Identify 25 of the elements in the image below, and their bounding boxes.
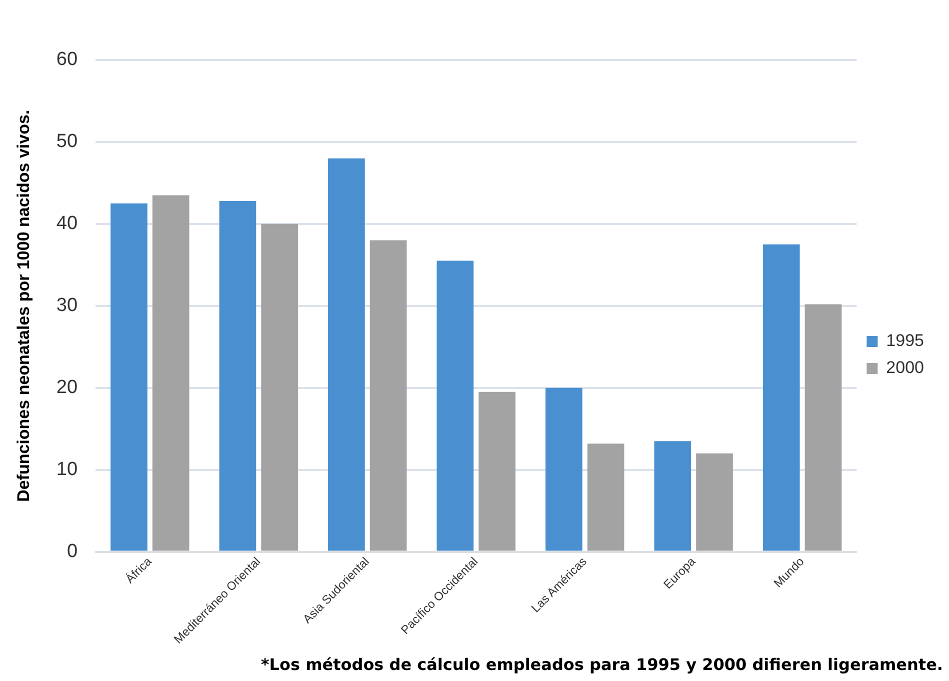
bar	[110, 203, 148, 551]
bar	[219, 200, 256, 551]
bar	[261, 224, 298, 551]
bar	[654, 441, 692, 551]
bar	[328, 158, 365, 551]
y-tick-label: 60	[56, 49, 78, 70]
y-tick-label: 20	[56, 377, 78, 398]
bar	[436, 260, 474, 551]
bar	[545, 388, 582, 551]
y-tick-label: 0	[66, 540, 78, 562]
y-tick-label: 10	[56, 459, 78, 480]
bar	[587, 444, 624, 551]
bar	[478, 392, 516, 551]
legend-label: 2000	[886, 358, 924, 378]
y-tick-label: 50	[56, 131, 78, 152]
y-tick-label: 30	[56, 295, 78, 316]
y-tick-label: 40	[56, 213, 78, 234]
bar	[370, 240, 407, 551]
bar	[762, 244, 800, 551]
bar	[152, 195, 190, 551]
bar	[696, 453, 733, 551]
legend-label: 1995	[886, 331, 924, 350]
bar	[804, 304, 842, 551]
text: *Los métodos de cálculo empleados para 1995 y 2000 difieren ligeramente.	[260, 655, 943, 674]
y-axis-title: Defunciones neonatales por 1000 nacidos vivos.	[14, 110, 33, 502]
